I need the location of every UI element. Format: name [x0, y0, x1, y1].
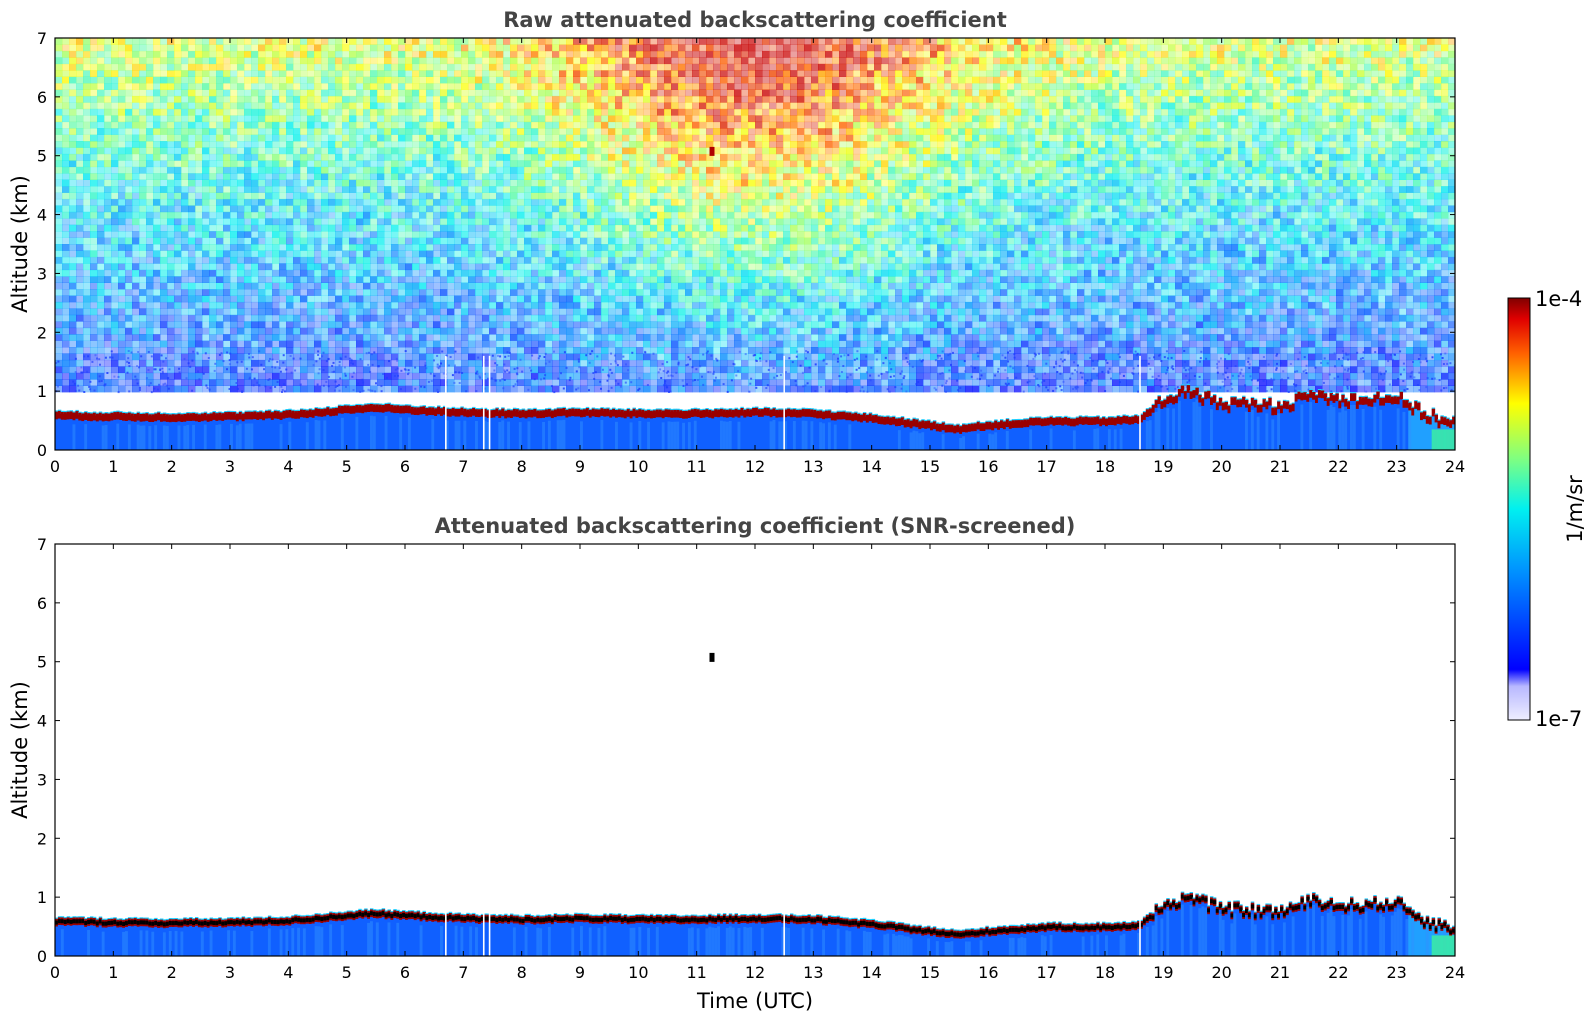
y-tick-label: 0 [37, 947, 47, 966]
x-tick-label: 8 [517, 457, 527, 476]
x-tick-label: 24 [1445, 457, 1465, 476]
y-tick-label: 6 [37, 88, 47, 107]
panel-raw-x-ticks: 0 1 2 3 4 5 6 7 8 9 10 11 12 13 14 15 16 17 18 19 20 21 22 23 24 [50, 38, 1465, 476]
panel-raw-title: Raw attenuated backscattering coefficien… [503, 8, 1007, 32]
panel-raw-y-ticks: 0 1 2 3 4 5 6 7 [37, 29, 1455, 460]
x-tick-label: 15 [920, 457, 940, 476]
x-tick-label: 4 [283, 963, 293, 982]
y-tick-label: 7 [37, 535, 47, 554]
x-tick-label: 11 [686, 963, 706, 982]
colorbar-unit-label: 1/m/sr [1563, 475, 1587, 543]
x-tick-label: 1 [108, 963, 118, 982]
colorbar-min-label: 1e-7 [1535, 707, 1582, 731]
x-tick-label: 19 [1153, 963, 1173, 982]
y-tick-label: 3 [37, 770, 47, 789]
x-tick-label: 14 [861, 457, 881, 476]
x-tick-label: 8 [517, 963, 527, 982]
x-tick-label: 21 [1270, 963, 1290, 982]
x-tick-label: 20 [1211, 963, 1231, 982]
x-tick-label: 13 [803, 457, 823, 476]
x-tick-label: 3 [225, 963, 235, 982]
cloud-layer [55, 891, 1455, 956]
y-tick-label: 2 [37, 829, 47, 848]
x-tick-label: 19 [1153, 457, 1173, 476]
x-tick-label: 17 [1036, 457, 1056, 476]
y-tick-label: 7 [37, 29, 47, 48]
x-tick-label: 6 [400, 963, 410, 982]
panel-screened-plot-area [55, 544, 1455, 956]
x-tick-label: 20 [1211, 457, 1231, 476]
colorbar: 1e-4 1e-7 1/m/sr [1507, 287, 1587, 731]
x-tick-label: 14 [861, 963, 881, 982]
panel-screened: Attenuated backscattering coefficient (S… [8, 514, 1465, 1013]
isolated-echo [709, 146, 715, 156]
x-tick-label: 24 [1445, 963, 1465, 982]
panel-screened-xlabel: Time (UTC) [696, 989, 813, 1013]
x-tick-label: 7 [458, 963, 468, 982]
x-tick-label: 18 [1095, 457, 1115, 476]
x-tick-label: 0 [50, 457, 60, 476]
panel-raw: Raw attenuated backscattering coefficien… [8, 8, 1465, 476]
x-tick-label: 4 [283, 457, 293, 476]
colorbar-max-label: 1e-4 [1535, 287, 1582, 311]
colorbar-gradient [1507, 297, 1531, 721]
y-tick-label: 0 [37, 441, 47, 460]
panel-screened-ylabel: Altitude (km) [8, 681, 32, 819]
y-tick-label: 6 [37, 594, 47, 613]
panel-screened-title: Attenuated backscattering coefficient (S… [435, 514, 1076, 538]
late-day-surface-return [1431, 429, 1455, 450]
x-tick-label: 3 [225, 457, 235, 476]
x-tick-label: 13 [803, 963, 823, 982]
x-tick-label: 22 [1328, 457, 1348, 476]
x-tick-label: 10 [628, 457, 648, 476]
x-tick-label: 5 [342, 457, 352, 476]
late-day-surface-return [1431, 935, 1455, 956]
cloud-layer [55, 383, 1455, 450]
y-tick-label: 2 [37, 323, 47, 342]
x-tick-label: 9 [575, 457, 585, 476]
x-tick-label: 23 [1386, 457, 1406, 476]
isolated-echo [709, 652, 715, 662]
panel-screened-x-ticks: 0 1 2 3 4 5 6 7 8 9 10 11 12 13 14 15 16 17 18 19 20 21 22 23 24 [50, 544, 1465, 982]
y-tick-label: 4 [37, 206, 47, 225]
x-tick-label: 6 [400, 457, 410, 476]
x-tick-label: 16 [978, 457, 998, 476]
x-tick-label: 17 [1036, 963, 1056, 982]
x-tick-label: 5 [342, 963, 352, 982]
x-tick-label: 23 [1386, 963, 1406, 982]
plot-background [55, 544, 1455, 956]
x-tick-label: 18 [1095, 963, 1115, 982]
x-tick-label: 12 [745, 457, 765, 476]
x-tick-label: 21 [1270, 457, 1290, 476]
x-tick-label: 11 [686, 457, 706, 476]
panel-raw-plot-area [55, 38, 1455, 450]
x-tick-label: 15 [920, 963, 940, 982]
x-tick-label: 9 [575, 963, 585, 982]
y-tick-label: 3 [37, 264, 47, 283]
panel-raw-ylabel: Altitude (km) [8, 175, 32, 313]
y-tick-label: 5 [37, 147, 47, 166]
x-tick-label: 2 [167, 963, 177, 982]
y-tick-label: 5 [37, 653, 47, 672]
x-tick-label: 1 [108, 457, 118, 476]
x-tick-label: 7 [458, 457, 468, 476]
x-tick-label: 12 [745, 963, 765, 982]
panel-screened-y-ticks: 0 1 2 3 4 5 6 7 [37, 535, 1455, 966]
x-tick-label: 0 [50, 963, 60, 982]
y-tick-label: 1 [37, 888, 47, 907]
x-tick-label: 22 [1328, 963, 1348, 982]
x-tick-label: 10 [628, 963, 648, 982]
x-tick-label: 16 [978, 963, 998, 982]
y-tick-label: 1 [37, 382, 47, 401]
noise-speckle [55, 38, 1455, 394]
y-tick-label: 4 [37, 712, 47, 731]
x-tick-label: 2 [167, 457, 177, 476]
